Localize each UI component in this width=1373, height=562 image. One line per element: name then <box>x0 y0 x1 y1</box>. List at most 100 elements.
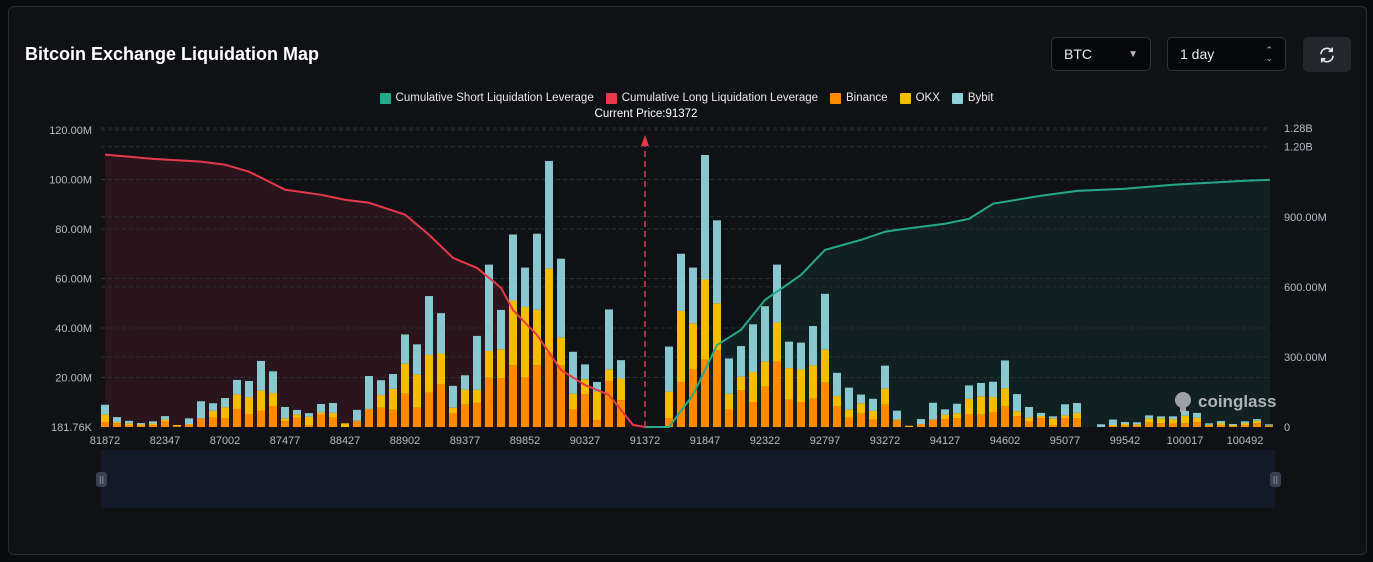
refresh-button[interactable] <box>1303 37 1351 72</box>
datazoom-slider[interactable] <box>101 450 1275 508</box>
bar-okx <box>725 393 733 410</box>
slider-right-handle[interactable]: || <box>1270 472 1281 487</box>
bar-binance <box>413 407 421 427</box>
bar-bybit <box>209 403 217 411</box>
bar-binance <box>509 365 517 427</box>
bar-bybit <box>581 364 589 380</box>
bar-binance <box>437 384 445 427</box>
bar-bybit <box>1073 402 1081 413</box>
bar-okx <box>869 410 877 420</box>
bar-bybit <box>893 410 901 420</box>
bar-bybit <box>245 380 253 398</box>
bar-binance <box>1013 416 1021 427</box>
bar-bybit <box>857 394 865 404</box>
bar-bybit <box>1121 422 1129 425</box>
bar-bybit <box>305 413 313 417</box>
bar-okx <box>209 410 217 418</box>
bar-bybit <box>953 403 961 414</box>
bar-okx <box>1157 418 1165 424</box>
bar-okx <box>1169 419 1177 424</box>
bar-okx <box>245 397 253 415</box>
bar-binance <box>161 421 169 427</box>
bar-okx <box>125 423 133 426</box>
bar-binance <box>257 410 265 427</box>
bar-okx <box>977 396 985 415</box>
bar-binance <box>617 400 625 427</box>
bar-bybit <box>473 335 481 390</box>
time-range-select[interactable]: 1 day ⌃ ⌄ <box>1167 37 1286 71</box>
bar-okx <box>821 349 829 383</box>
bar-bybit <box>497 309 505 350</box>
y-left-tick-label: 80.00M <box>55 224 92 236</box>
refresh-icon <box>1320 46 1334 63</box>
bar-bybit <box>1061 404 1069 416</box>
bar-binance <box>545 352 553 427</box>
bar-okx <box>473 389 481 404</box>
current-price-arrow-icon <box>641 135 649 146</box>
bar-binance <box>749 402 757 427</box>
legend-item-long[interactable]: Cumulative Long Liquidation Leverage <box>605 92 819 104</box>
bar-okx <box>449 407 457 414</box>
bar-bybit <box>353 409 361 421</box>
bar-bybit <box>845 387 853 410</box>
bar-binance <box>305 425 313 427</box>
bar-bybit <box>677 253 685 311</box>
bar-bybit <box>149 421 157 424</box>
bar-okx <box>1001 388 1009 406</box>
legend-item-binance[interactable]: Binance <box>830 92 888 104</box>
x-tick-label: 88427 <box>330 435 361 447</box>
bar-bybit <box>833 372 841 397</box>
bar-binance <box>1217 425 1225 427</box>
bar-okx <box>785 368 793 400</box>
updown-chevron-icon: ⌃ ⌄ <box>1265 45 1273 63</box>
bar-okx <box>257 390 265 411</box>
bar-binance <box>725 409 733 427</box>
bar-bybit <box>941 409 949 415</box>
bar-okx <box>701 279 709 360</box>
bar-okx <box>149 423 157 426</box>
bar-binance <box>1205 425 1213 427</box>
bar-binance <box>485 377 493 427</box>
y-right-tick-label: 900.00M <box>1284 212 1327 224</box>
bar-bybit <box>1145 415 1153 419</box>
bar-okx <box>953 413 961 419</box>
bar-binance <box>1133 425 1141 427</box>
bar-binance <box>713 350 721 427</box>
bar-binance <box>1193 422 1201 427</box>
bar-binance <box>965 414 973 427</box>
bar-bybit <box>797 342 805 370</box>
bar-bybit <box>1133 422 1141 425</box>
bar-okx <box>1253 420 1261 424</box>
coin-select[interactable]: BTC ▼ <box>1051 37 1151 71</box>
bar-binance <box>893 420 901 427</box>
bar-bybit <box>617 360 625 379</box>
bar-bybit <box>377 380 385 396</box>
bar-binance <box>569 409 577 427</box>
legend-label: Cumulative Long Liquidation Leverage <box>621 92 819 104</box>
bar-okx <box>797 369 805 403</box>
bar-okx <box>341 423 349 427</box>
x-tick-label: 94127 <box>930 435 961 447</box>
bar-okx <box>1229 425 1237 427</box>
bar-bybit <box>701 154 709 280</box>
legend-item-short[interactable]: Cumulative Short Liquidation Leverage <box>379 92 594 104</box>
bar-binance <box>125 425 133 427</box>
bar-bybit <box>317 403 325 413</box>
bar-okx <box>557 337 565 366</box>
x-tick-label: 100017 <box>1167 435 1204 447</box>
bar-bybit <box>713 220 721 304</box>
bar-binance <box>593 420 601 427</box>
bar-bybit <box>689 267 697 324</box>
bar-bybit <box>425 296 433 355</box>
y-right-tick-label: 0 <box>1284 422 1290 434</box>
x-tick-label: 89377 <box>450 435 481 447</box>
bar-bybit <box>1109 419 1117 426</box>
time-range-value: 1 day <box>1180 46 1215 62</box>
bar-binance <box>137 425 145 427</box>
bar-bybit <box>989 381 997 398</box>
bar-binance <box>1229 426 1237 427</box>
slider-left-handle[interactable]: || <box>96 472 107 487</box>
bar-okx <box>497 349 505 379</box>
legend-item-okx[interactable]: OKX <box>899 92 940 104</box>
legend-item-bybit[interactable]: Bybit <box>951 92 993 104</box>
